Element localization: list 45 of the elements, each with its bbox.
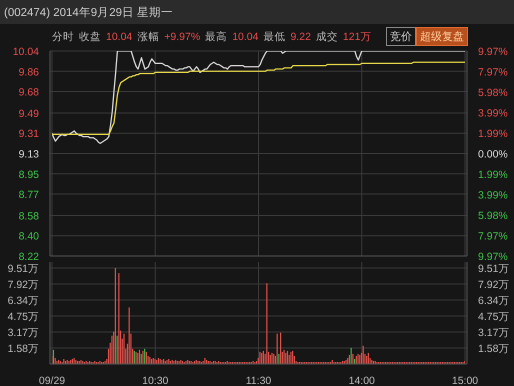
y2-tick-label: 3.17万 — [478, 326, 510, 339]
y-tick-label: 9.31 — [18, 128, 40, 140]
text: 超级复盘 — [416, 27, 468, 46]
y2-tick-label: 5.98% — [478, 87, 508, 100]
x-tick-label: 10:30 — [142, 375, 169, 386]
x-tick-label: 11:30 — [246, 375, 272, 386]
y2-tick-label: 1.99% — [478, 128, 508, 140]
y-tick-label: 4.75万 — [8, 311, 39, 324]
y-tick-label: 9.13 — [18, 148, 40, 160]
line-series — [52, 51, 465, 144]
x-tick-label: 09/29 — [38, 375, 66, 386]
y-tick-label: 9.86 — [18, 66, 40, 78]
y-tick-label: 7.92万 — [8, 279, 39, 292]
text: 分时 收盘 10.04 涨幅 +9.97% 最高 10.04 最低 9.22 成交 121万 — [52, 31, 372, 43]
y2-tick-label: 9.51万 — [478, 262, 510, 275]
y2-tick-label: 5.98% — [478, 210, 508, 222]
line-series — [52, 62, 465, 135]
y-tick-label: 9.51万 — [8, 262, 39, 275]
y2-tick-label: 6.34万 — [478, 294, 510, 307]
text: 竞价 — [386, 27, 416, 46]
y2-tick-label: 0.00% — [478, 148, 508, 160]
y-tick-label: 8.58 — [18, 210, 40, 222]
y-tick-label: 1.58万 — [8, 343, 39, 356]
y-tick-label: 6.34万 — [8, 294, 39, 307]
y-tick-label: 8.77 — [18, 189, 40, 202]
y-tick-label: 9.68 — [18, 86, 40, 99]
y-tick-label: 8.95 — [18, 168, 40, 181]
y-tick-label: 8.40 — [18, 230, 40, 243]
y2-tick-label: 4.75万 — [478, 311, 510, 324]
y2-tick-label: 1.58万 — [478, 343, 510, 356]
chart-title: (002474) 2014年9月29日 星期一 — [4, 6, 174, 20]
y2-tick-label: 3.99% — [478, 107, 508, 120]
x-tick-label: 15:00 — [452, 375, 478, 386]
y2-tick-label: 7.97% — [478, 230, 508, 242]
y-tick-label: 3.17万 — [8, 326, 39, 339]
y2-tick-label: 7.97% — [478, 66, 508, 79]
y2-tick-label: 9.97% — [478, 251, 508, 263]
y-tick-label: 10.04 — [12, 46, 40, 58]
x-tick-label: 14:00 — [348, 375, 376, 386]
y-tick-label: 9.49 — [18, 108, 40, 120]
y-tick-label: 8.22 — [18, 251, 40, 263]
y2-tick-label: 9.97% — [478, 46, 508, 58]
y2-tick-label: 1.99% — [478, 168, 508, 181]
y2-tick-label: 7.92万 — [478, 279, 510, 292]
y2-tick-label: 3.99% — [478, 190, 508, 202]
